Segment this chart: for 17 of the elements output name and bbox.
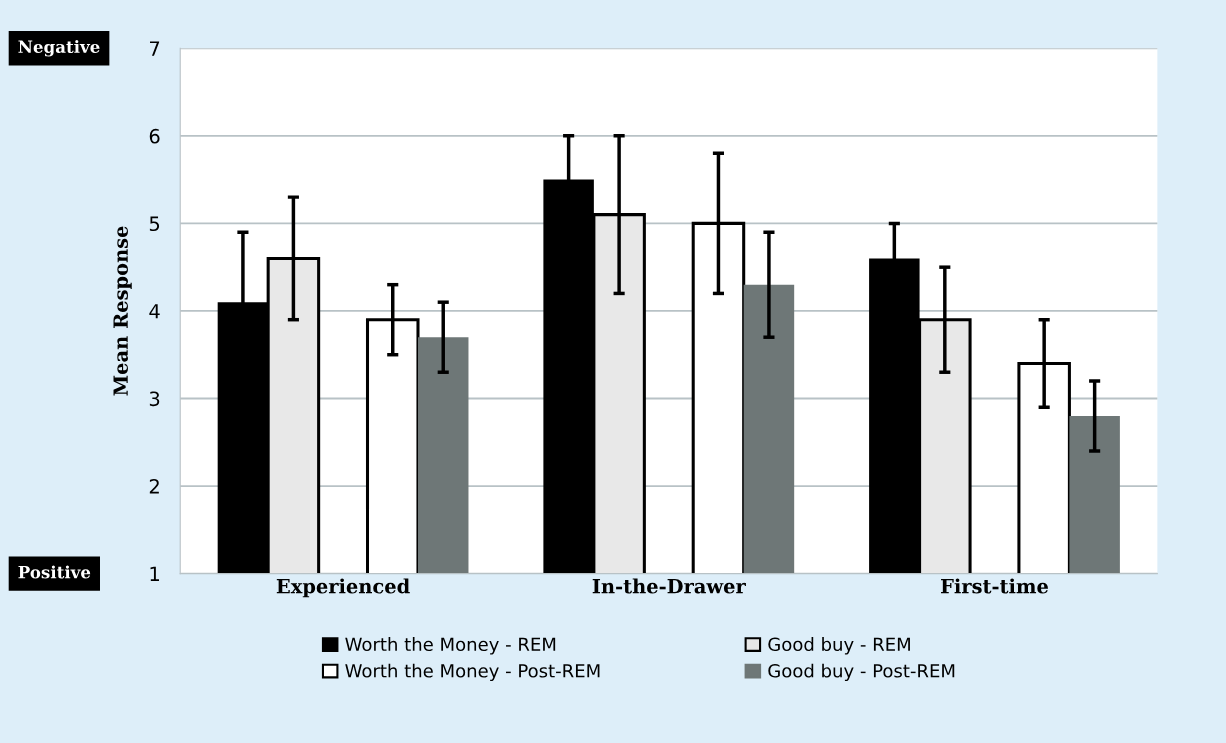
legend-label: Worth the Money - REM xyxy=(345,637,556,655)
y-tick-label: 6 xyxy=(149,128,160,144)
y-tick-label: 5 xyxy=(149,216,160,232)
y-tick-label: 7 xyxy=(150,41,160,56)
y-tick-label: 4 xyxy=(149,304,160,319)
legend-label: Good buy - Post-REM xyxy=(768,663,955,682)
legend-label: Worth the Money - Post-REM xyxy=(345,663,600,682)
y-tick-label: 1 xyxy=(150,566,159,581)
text: Negative xyxy=(18,40,100,57)
x-tick-label: First-time xyxy=(941,578,1048,594)
y-tick-label: 3 xyxy=(149,391,160,407)
text: Positive xyxy=(18,565,91,579)
y-tick-label: 2 xyxy=(149,479,159,494)
x-tick-label: In-the-Drawer xyxy=(592,578,746,594)
legend-label: Good buy - REM xyxy=(768,637,910,655)
y-axis-title: Mean Response xyxy=(113,226,132,396)
x-tick-label: Experienced xyxy=(276,578,410,598)
